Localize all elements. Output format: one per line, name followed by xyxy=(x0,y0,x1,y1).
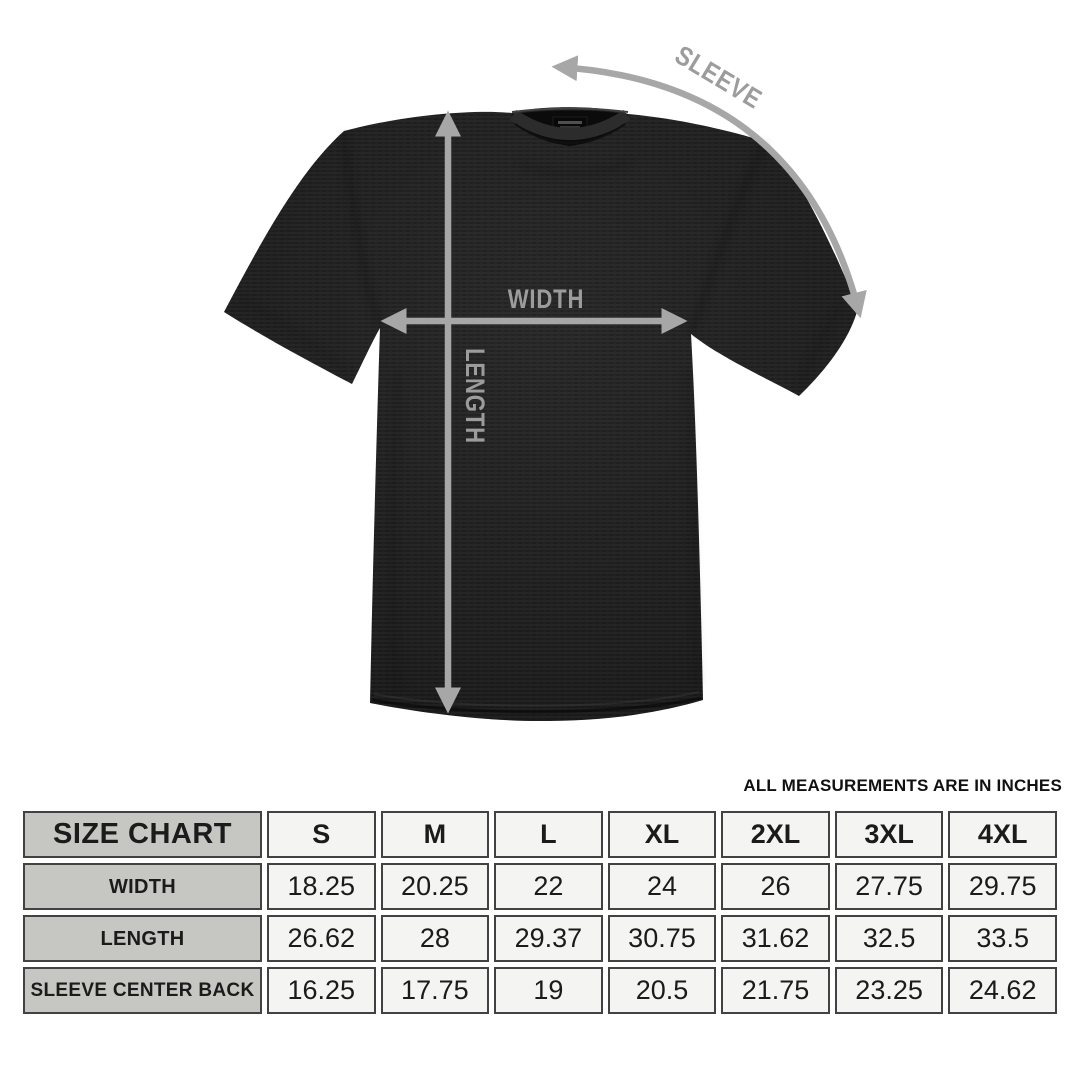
size-col-header-2xl: 2XL xyxy=(721,811,830,858)
length-row: LENGTH 26.62 28 29.37 30.75 31.62 32.5 3… xyxy=(23,915,1057,962)
sleeve-row: SLEEVE CENTER BACK 16.25 17.75 19 20.5 2… xyxy=(23,967,1057,1014)
value-cell: 30.75 xyxy=(607,915,717,962)
value-cell: 26.62 xyxy=(267,915,376,962)
width-label: WIDTH xyxy=(508,285,585,315)
tshirt-measurement-illustration: WIDTH LENGTH SLEEVE xyxy=(224,40,867,721)
tshirt-diagram: WIDTH LENGTH SLEEVE xyxy=(224,40,867,721)
size-chart-table: SIZE CHART S M L XL 2XL 3XL 4XL WIDTH 18… xyxy=(18,806,1062,1019)
value-cell: 29.75 xyxy=(948,863,1057,910)
row-label-length: LENGTH xyxy=(23,915,262,962)
value-cell: 33.5 xyxy=(948,915,1057,962)
value-cell: 22 xyxy=(494,863,603,910)
sleeve-arrow xyxy=(551,55,867,319)
size-col-header-l: L xyxy=(494,811,603,858)
value-cell: 23.25 xyxy=(834,967,944,1014)
value-cell: 20.5 xyxy=(607,967,717,1014)
row-label-width: WIDTH xyxy=(23,863,262,910)
value-cell: 19 xyxy=(494,967,603,1014)
width-row: WIDTH 18.25 20.25 22 24 26 27.75 29.75 xyxy=(23,863,1057,910)
header-row: SIZE CHART S M L XL 2XL 3XL 4XL xyxy=(23,811,1057,858)
value-cell: 27.75 xyxy=(834,863,944,910)
value-cell: 29.37 xyxy=(494,915,603,962)
size-col-header-s: S xyxy=(267,811,376,858)
size-col-header-xl: XL xyxy=(607,811,717,858)
value-cell: 24 xyxy=(607,863,717,910)
value-cell: 21.75 xyxy=(721,967,830,1014)
value-cell: 20.25 xyxy=(380,863,490,910)
size-chart-title-cell: SIZE CHART xyxy=(23,811,262,858)
measurements-note: ALL MEASUREMENTS ARE IN INCHES xyxy=(743,776,1062,795)
size-col-header-m: M xyxy=(380,811,490,858)
tshirt-image xyxy=(224,107,858,721)
row-label-sleeve-center-back: SLEEVE CENTER BACK xyxy=(23,967,262,1014)
size-col-header-3xl: 3XL xyxy=(834,811,944,858)
value-cell: 32.5 xyxy=(834,915,944,962)
length-label: LENGTH xyxy=(459,348,489,444)
value-cell: 31.62 xyxy=(721,915,830,962)
size-col-header-4xl: 4XL xyxy=(948,811,1057,858)
value-cell: 26 xyxy=(721,863,830,910)
value-cell: 18.25 xyxy=(267,863,376,910)
value-cell: 17.75 xyxy=(380,967,490,1014)
value-cell: 28 xyxy=(380,915,490,962)
value-cell: 16.25 xyxy=(267,967,376,1014)
sleeve-label: SLEEVE xyxy=(670,40,768,115)
value-cell: 24.62 xyxy=(948,967,1057,1014)
